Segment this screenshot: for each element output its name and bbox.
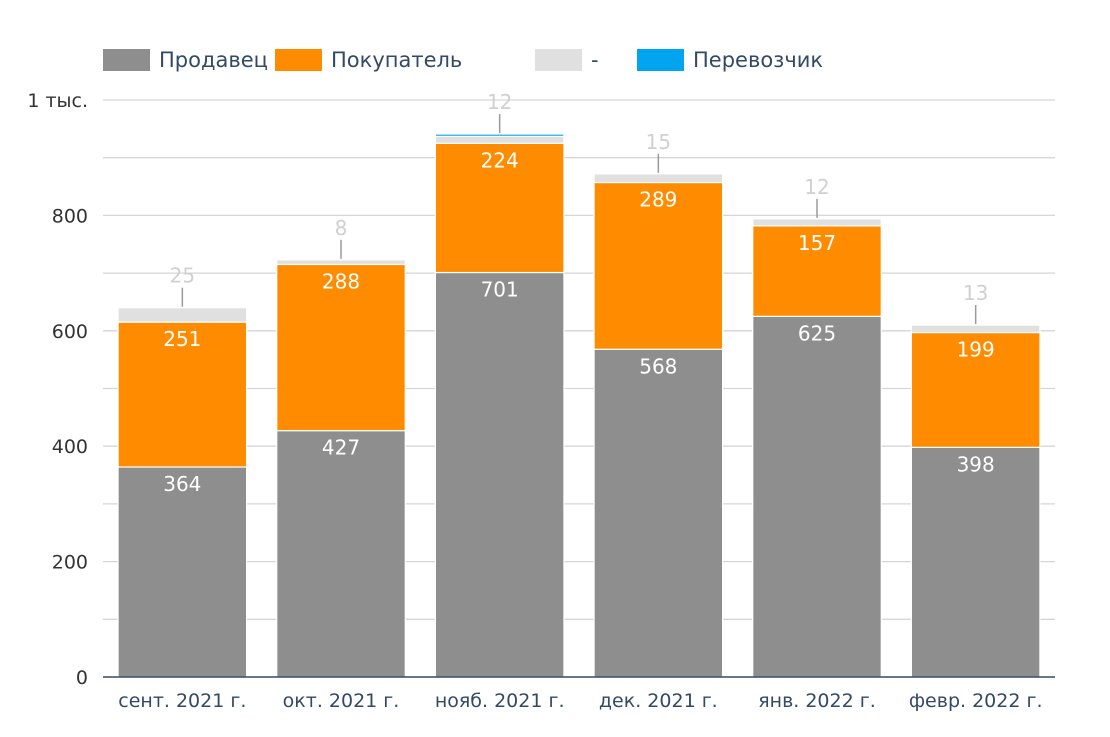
bar-segment [117,321,248,468]
bar-segment [434,271,565,678]
legend-label: Продавец [159,48,268,72]
legend-swatch [637,49,684,71]
bar-segment [434,142,565,274]
x-tick-label: сент. 2021 г. [118,690,246,712]
x-axis: сент. 2021 г. окт. 2021 г. нояб. 2021 г. де… [103,676,1055,712]
legend-label: Покупатель [331,48,462,72]
y-tick-label: 800 [52,205,88,227]
y-tick-label: 400 [52,436,88,458]
legend-swatch [103,49,150,71]
data-label: 364 [163,472,201,496]
bar-segment [910,446,1041,678]
data-label: 224 [481,148,519,172]
data-label: 568 [639,354,677,378]
y-tick-label: 200 [52,552,88,574]
bar-segment [593,348,724,678]
bar-segment [910,331,1041,448]
bar-segment [752,225,882,317]
legend-swatch [535,49,582,71]
data-label: 13 [963,281,988,305]
x-tick-label: дек. 2021 г. [599,690,718,712]
bar-segment [276,430,406,678]
legend-swatch [275,49,322,71]
data-label: 288 [322,269,360,293]
y-tick-label: 600 [52,321,88,343]
bar-segment [910,324,1041,334]
data-label: 625 [798,321,836,345]
y-axis: 0 200 400 600 800 1 тыс. [27,90,88,689]
bar-segment [117,466,248,678]
bar-segment [434,133,565,137]
legend-label: Перевозчик [693,48,823,72]
legend-label: - [591,48,599,72]
data-labels: 364 251 25 427 288 8 701 224 12 568 289 15 625 157 12 3… [163,90,995,496]
bar-segment [593,173,724,184]
data-label: 289 [639,188,677,212]
data-label: 8 [335,216,348,240]
data-label: 15 [646,130,671,154]
data-label: 701 [481,278,519,302]
data-label: 251 [163,327,201,351]
x-tick-label: окт. 2021 г. [283,690,400,712]
y-tick-label: 1 тыс. [27,90,88,112]
bar-segment [593,181,724,350]
x-tick-label: февр. 2022 г. [909,690,1043,712]
legend: Продавец Покупатель - Перевозчик [103,48,823,72]
bar-segment [752,218,882,227]
grid-lines [103,99,1055,620]
data-label: 25 [170,264,195,288]
x-tick-label: янв. 2022 г. [758,690,876,712]
data-label: 199 [957,338,995,362]
data-label: 157 [798,231,836,255]
bar-segment [276,263,406,432]
bar-segment [752,315,882,678]
x-tick-label: нояб. 2021 г. [435,690,565,712]
bar-segment [117,307,248,323]
data-label: 427 [322,436,360,460]
bars [117,133,1041,678]
data-label: 12 [804,175,829,199]
bar-segment [276,259,406,266]
data-label: 12 [487,90,512,114]
data-label: 398 [957,452,995,476]
y-tick-label: 0 [76,667,88,689]
bar-segment [434,135,565,144]
